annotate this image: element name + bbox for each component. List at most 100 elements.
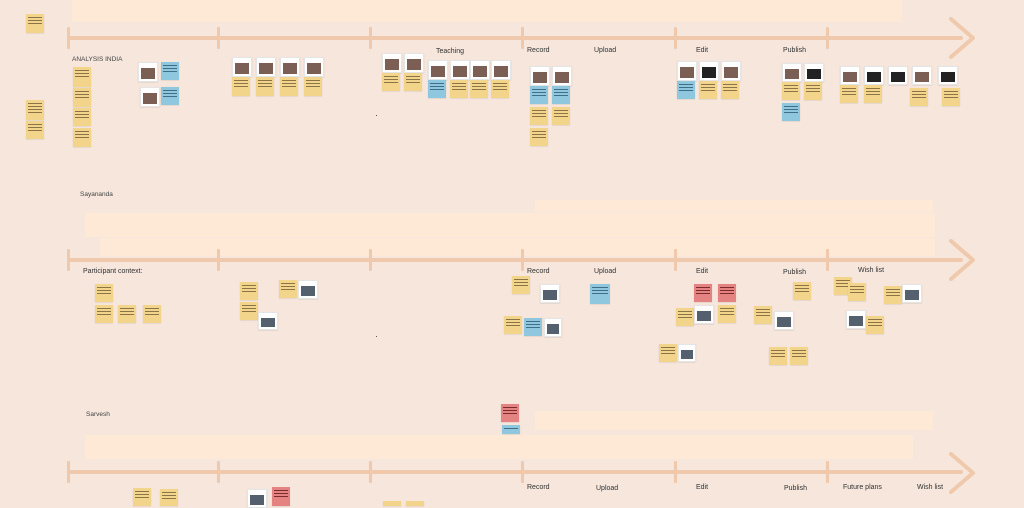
sticky-note[interactable]: [769, 347, 787, 365]
sticky-note-blue[interactable]: [428, 80, 446, 98]
sticky-note[interactable]: [279, 280, 297, 298]
photo-card[interactable]: [428, 60, 448, 80]
sticky-note-red[interactable]: [501, 404, 519, 422]
photo-card[interactable]: [404, 53, 424, 73]
sticky-note[interactable]: [133, 488, 151, 506]
photo-card[interactable]: [888, 66, 908, 85]
sticky-note[interactable]: [512, 276, 530, 294]
sticky-note[interactable]: [840, 85, 858, 103]
sticky-note[interactable]: [383, 501, 401, 506]
sticky-note[interactable]: [782, 82, 800, 100]
sticky-note[interactable]: [160, 489, 178, 506]
sticky-note[interactable]: [240, 282, 258, 300]
photo-card[interactable]: [544, 318, 562, 337]
sticky-note-blue[interactable]: [590, 284, 610, 304]
photo-card[interactable]: [140, 87, 160, 107]
sticky-note[interactable]: [382, 73, 400, 91]
sticky-note-blue[interactable]: [161, 87, 179, 105]
photo-card[interactable]: [491, 60, 511, 80]
sticky-note[interactable]: [754, 306, 772, 324]
photo-card[interactable]: [677, 61, 697, 81]
sticky-note[interactable]: [406, 501, 424, 506]
sticky-note[interactable]: [866, 316, 884, 334]
sticky-note[interactable]: [73, 128, 91, 147]
sticky-note-red[interactable]: [718, 284, 736, 302]
sticky-note[interactable]: [676, 308, 694, 326]
sticky-note[interactable]: [73, 67, 91, 87]
sticky-note[interactable]: [790, 347, 808, 365]
sticky-note[interactable]: [530, 107, 548, 125]
photo-card[interactable]: [840, 66, 860, 85]
photo-card[interactable]: [450, 60, 470, 80]
sticky-note-blue[interactable]: [677, 81, 695, 99]
sticky-note[interactable]: [552, 107, 570, 125]
sticky-note[interactable]: [699, 81, 717, 99]
sticky-note[interactable]: [118, 305, 136, 323]
sticky-note[interactable]: [804, 82, 822, 100]
photo-card[interactable]: [782, 63, 802, 82]
sticky-note[interactable]: [95, 305, 113, 323]
sticky-note[interactable]: [718, 305, 736, 323]
sticky-note-red[interactable]: [272, 487, 290, 506]
photo-card[interactable]: [552, 66, 572, 86]
sticky-note-red[interactable]: [694, 284, 712, 302]
sticky-note-blue[interactable]: [502, 425, 520, 434]
section-1-divider: [521, 27, 524, 49]
sticky-note-blue[interactable]: [552, 86, 570, 104]
photo-card[interactable]: [232, 57, 252, 77]
sticky-note[interactable]: [280, 77, 298, 96]
photo-card[interactable]: [298, 280, 318, 299]
photo-card[interactable]: [804, 63, 824, 82]
photo-card[interactable]: [530, 66, 550, 86]
sticky-note-blue[interactable]: [524, 318, 542, 336]
sticky-note[interactable]: [504, 316, 522, 334]
photo-card[interactable]: [138, 62, 158, 82]
sticky-note[interactable]: [864, 85, 882, 103]
sticky-note[interactable]: [884, 286, 902, 304]
sticky-note-blue[interactable]: [530, 86, 548, 104]
sticky-note[interactable]: [73, 108, 91, 126]
photo-card[interactable]: [258, 312, 278, 330]
sticky-note-blue[interactable]: [161, 62, 179, 80]
sticky-note[interactable]: [143, 305, 161, 323]
photo-card[interactable]: [247, 489, 267, 508]
photo-card[interactable]: [699, 61, 719, 81]
sticky-note[interactable]: [26, 14, 44, 33]
photo-card[interactable]: [540, 284, 560, 303]
sticky-note[interactable]: [470, 80, 488, 98]
photo-card[interactable]: [846, 310, 866, 329]
sticky-note[interactable]: [942, 88, 960, 106]
photo-card[interactable]: [678, 344, 696, 362]
sticky-note[interactable]: [848, 283, 866, 301]
sticky-note[interactable]: [95, 284, 113, 302]
sticky-note-blue[interactable]: [782, 103, 800, 121]
photo-card[interactable]: [774, 311, 794, 330]
sticky-note[interactable]: [26, 121, 44, 139]
sticky-note[interactable]: [304, 77, 322, 96]
sticky-note[interactable]: [404, 73, 422, 91]
photo-card[interactable]: [470, 60, 490, 80]
photo-card[interactable]: [280, 57, 300, 77]
sticky-note[interactable]: [240, 302, 258, 320]
photo-card[interactable]: [382, 53, 402, 73]
sticky-note[interactable]: [793, 282, 811, 300]
photo-card[interactable]: [902, 284, 922, 303]
photo-card[interactable]: [938, 66, 958, 85]
photo-card[interactable]: [256, 57, 276, 77]
sticky-note[interactable]: [721, 81, 739, 99]
sticky-note[interactable]: [26, 100, 44, 120]
sticky-note[interactable]: [910, 88, 928, 106]
sticky-note[interactable]: [450, 80, 468, 98]
photo-card[interactable]: [912, 66, 932, 85]
sticky-note[interactable]: [491, 80, 509, 98]
photo-card[interactable]: [304, 57, 324, 77]
photo-card[interactable]: [864, 66, 884, 85]
sticky-note[interactable]: [659, 344, 677, 362]
sticky-note[interactable]: [834, 277, 852, 295]
photo-card[interactable]: [721, 61, 741, 81]
photo-card[interactable]: [694, 305, 714, 324]
sticky-note[interactable]: [73, 88, 91, 107]
sticky-note[interactable]: [530, 128, 548, 146]
sticky-note[interactable]: [256, 77, 274, 96]
sticky-note[interactable]: [232, 77, 250, 96]
